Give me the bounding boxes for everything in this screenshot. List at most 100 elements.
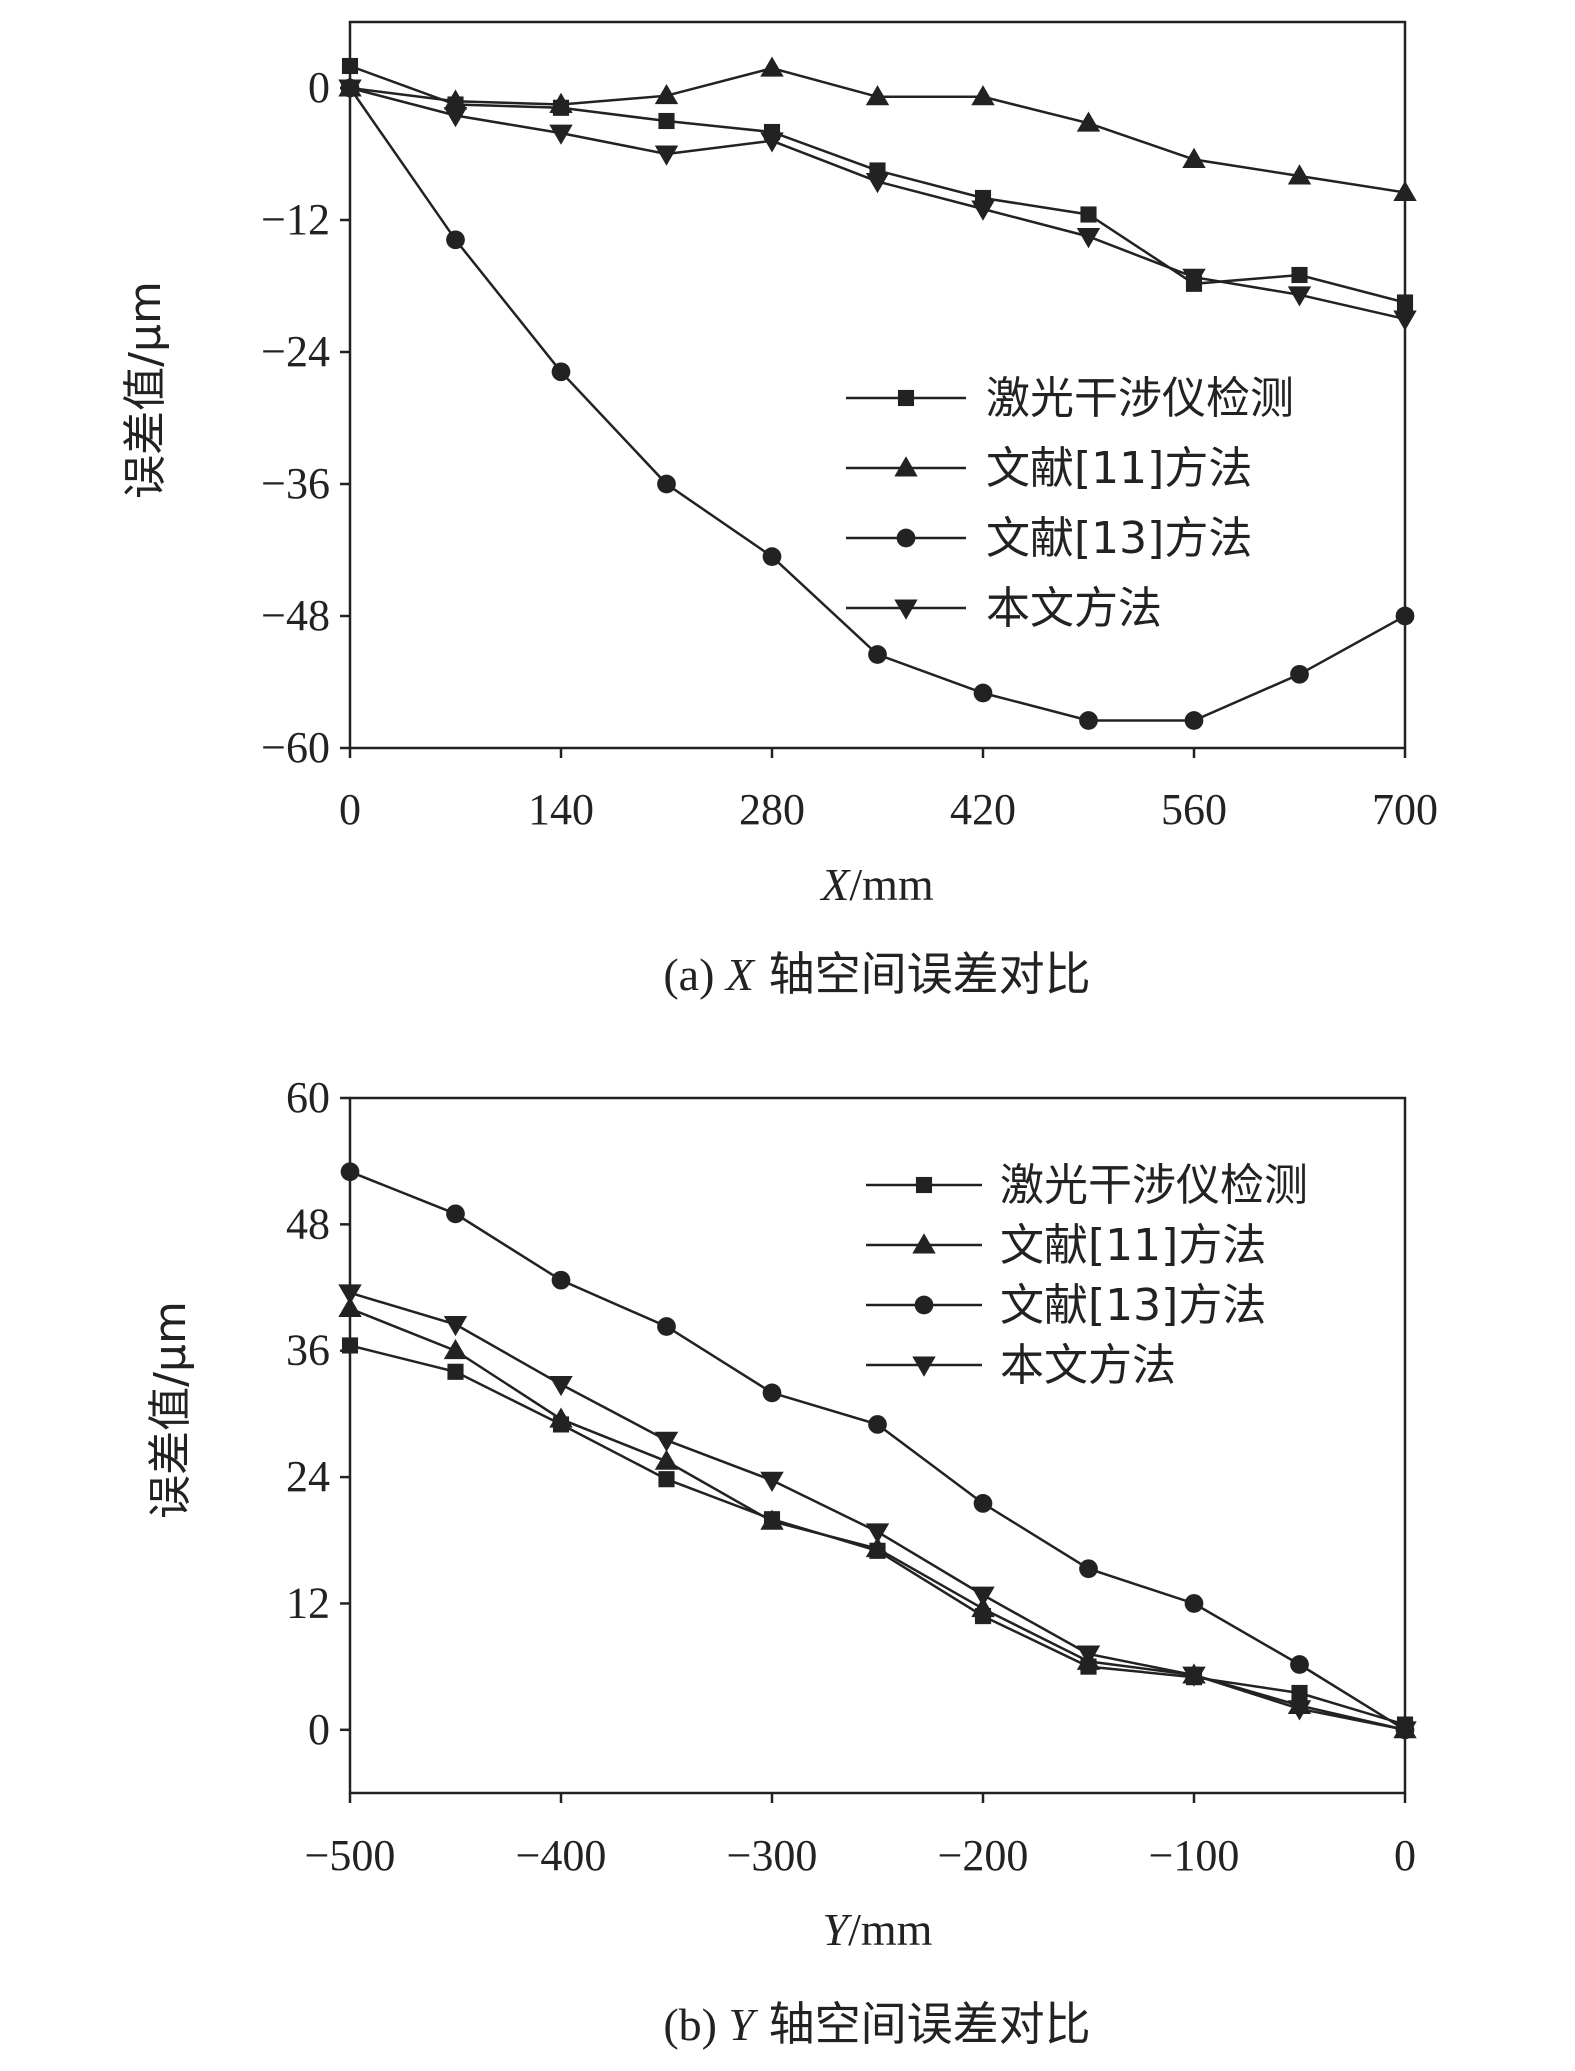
data-point bbox=[971, 1597, 995, 1618]
chart-1: 60 48 36 24 12 0 −500 −400 −300 −200 −100 0 Y/mm 误差值/… bbox=[145, 1073, 1417, 2051]
legend-label: 本文方法 bbox=[1000, 1340, 1176, 1391]
data-point bbox=[338, 1296, 362, 1318]
legend-marker bbox=[912, 1356, 936, 1377]
y-tick-label: 0 bbox=[308, 1705, 330, 1754]
data-point bbox=[973, 1494, 993, 1513]
legend-label: 文献[13]方法 bbox=[1000, 1280, 1266, 1331]
legend-marker bbox=[894, 456, 918, 477]
data-point bbox=[865, 1536, 890, 1558]
x-tick-label: −500 bbox=[305, 1831, 396, 1880]
x-tick-label: 140 bbox=[528, 785, 594, 834]
data-point bbox=[1287, 164, 1312, 185]
caption-text: 轴空间误差对比 bbox=[754, 947, 1091, 1001]
series-2 bbox=[340, 1162, 1415, 1740]
legend-marker bbox=[915, 1176, 933, 1194]
x-axis-label-unit: /mm bbox=[848, 1904, 933, 1955]
data-point bbox=[443, 1339, 468, 1360]
legend-label: 激光干涉仪检测 bbox=[986, 373, 1294, 424]
data-point bbox=[760, 56, 784, 77]
legend-label: 激光干涉仪检测 bbox=[1000, 1160, 1308, 1211]
data-point bbox=[1290, 1655, 1309, 1674]
x-tick-label: 0 bbox=[339, 785, 361, 834]
y-tick-label: −48 bbox=[261, 591, 330, 640]
data-point bbox=[338, 1284, 362, 1305]
data-point bbox=[760, 132, 784, 153]
figure-caption: (a) X 轴空间误差对比 bbox=[663, 947, 1090, 1001]
data-point bbox=[868, 1415, 887, 1434]
data-point bbox=[762, 1383, 782, 1403]
series-2 bbox=[340, 78, 1415, 730]
data-point bbox=[1182, 147, 1206, 168]
data-point bbox=[1396, 294, 1414, 311]
data-point bbox=[658, 1471, 675, 1488]
x-axis-label: X/mm bbox=[819, 859, 934, 910]
data-point bbox=[341, 1337, 359, 1354]
legend-item: 本文方法 bbox=[846, 583, 1162, 634]
y-axis-label: 误差值/μm bbox=[145, 1301, 196, 1519]
caption-var: X bbox=[724, 949, 756, 1000]
data-point bbox=[443, 1315, 468, 1337]
chart-0: 0−12−24−36−48−600 140 280 420 560 700X/mm误差值/… bbox=[120, 20, 1438, 1001]
data-point bbox=[551, 362, 571, 382]
data-point bbox=[654, 145, 679, 166]
data-point bbox=[340, 1162, 360, 1182]
series-line bbox=[349, 1307, 1406, 1732]
series-1 bbox=[338, 56, 1417, 201]
data-point bbox=[654, 1449, 679, 1470]
data-point bbox=[338, 79, 362, 100]
legend-marker bbox=[912, 1233, 936, 1254]
data-point bbox=[447, 1363, 464, 1380]
data-point bbox=[549, 1375, 573, 1397]
data-point bbox=[1076, 111, 1101, 132]
x-tick-label: 420 bbox=[950, 785, 1016, 834]
legend-item: 本文方法 bbox=[866, 1340, 1176, 1391]
data-point bbox=[1393, 1721, 1417, 1742]
data-point bbox=[549, 92, 573, 113]
data-point bbox=[971, 200, 995, 221]
legend-item: 激光干涉仪检测 bbox=[866, 1160, 1308, 1211]
x-tick-label: −400 bbox=[516, 1831, 607, 1880]
data-point bbox=[868, 645, 887, 664]
data-point bbox=[1393, 310, 1417, 331]
data-point bbox=[1287, 286, 1312, 307]
x-axis-label-unit: /mm bbox=[849, 859, 934, 910]
legend-marker bbox=[897, 389, 915, 407]
legend-item: 文献[11]方法 bbox=[846, 443, 1252, 494]
x-axis-label-var: Y bbox=[823, 1904, 853, 1955]
data-point bbox=[446, 230, 465, 250]
x-axis-label-var: X bbox=[819, 859, 851, 910]
y-tick-label: −60 bbox=[261, 723, 330, 772]
y-tick-label: 36 bbox=[286, 1326, 330, 1375]
x-tick-label: 280 bbox=[739, 785, 805, 834]
legend-label: 本文方法 bbox=[986, 583, 1162, 634]
data-point bbox=[654, 84, 679, 105]
data-point bbox=[865, 173, 890, 194]
data-point bbox=[1079, 711, 1098, 730]
data-point bbox=[865, 1523, 890, 1544]
data-point bbox=[971, 85, 995, 106]
data-point bbox=[1291, 266, 1308, 284]
plot-frame bbox=[348, 1096, 1407, 1795]
caption-var: Y bbox=[728, 1999, 758, 2050]
legend-label: 文献[11]方法 bbox=[986, 443, 1252, 494]
legend-item: 激光干涉仪检测 bbox=[846, 373, 1294, 424]
caption-prefix: (b) bbox=[663, 1999, 728, 2050]
y-tick-label: 48 bbox=[286, 1199, 330, 1248]
data-point bbox=[1291, 1684, 1308, 1702]
data-point bbox=[443, 89, 468, 110]
x-tick-label: 560 bbox=[1161, 785, 1227, 834]
data-point bbox=[657, 1317, 676, 1336]
legend-marker bbox=[894, 599, 918, 620]
data-point bbox=[549, 124, 573, 145]
data-point bbox=[551, 1270, 571, 1290]
data-point bbox=[446, 1204, 465, 1224]
data-point bbox=[658, 112, 675, 130]
data-point bbox=[762, 547, 782, 566]
legend-marker bbox=[914, 1295, 934, 1315]
legend-item: 文献[13]方法 bbox=[866, 1280, 1266, 1331]
legend-label: 文献[11]方法 bbox=[1000, 1220, 1266, 1271]
data-point bbox=[1290, 664, 1309, 684]
legend-item: 文献[11]方法 bbox=[866, 1220, 1266, 1271]
